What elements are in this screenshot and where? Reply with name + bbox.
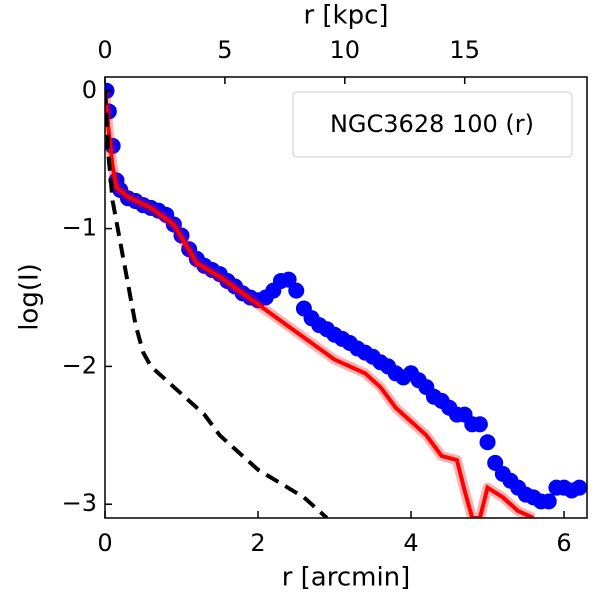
data-point bbox=[471, 416, 488, 433]
y-tick-label: 0 bbox=[82, 76, 97, 104]
y-axis-label: log(I) bbox=[15, 263, 45, 331]
data-line bbox=[105, 90, 329, 518]
y-tick-label: −3 bbox=[62, 489, 97, 517]
x-tick-label: 6 bbox=[556, 529, 571, 557]
x2-tick-label: 15 bbox=[449, 36, 480, 64]
x2-tick-label: 0 bbox=[97, 36, 112, 64]
y-tick-label: −2 bbox=[62, 351, 97, 379]
legend-box bbox=[292, 91, 573, 158]
data-point bbox=[571, 479, 587, 496]
data-point bbox=[288, 282, 305, 299]
x-tick-label: 2 bbox=[250, 529, 265, 557]
x-tick-label: 0 bbox=[97, 529, 112, 557]
x2-axis-label: r [kpc] bbox=[303, 1, 388, 31]
data-line bbox=[105, 90, 535, 518]
data-point bbox=[540, 493, 557, 510]
data-point bbox=[479, 434, 496, 451]
x-tick-label: 4 bbox=[403, 529, 418, 557]
x2-tick-label: 5 bbox=[217, 36, 232, 64]
plot-area bbox=[105, 82, 587, 518]
legend-text: NGC3628 100 (r) bbox=[330, 110, 534, 138]
plot-frame bbox=[104, 76, 588, 519]
x-axis-label: r [arcmin] bbox=[282, 563, 411, 593]
x2-tick-label: 10 bbox=[330, 36, 361, 64]
y-tick-label: −1 bbox=[62, 214, 97, 242]
